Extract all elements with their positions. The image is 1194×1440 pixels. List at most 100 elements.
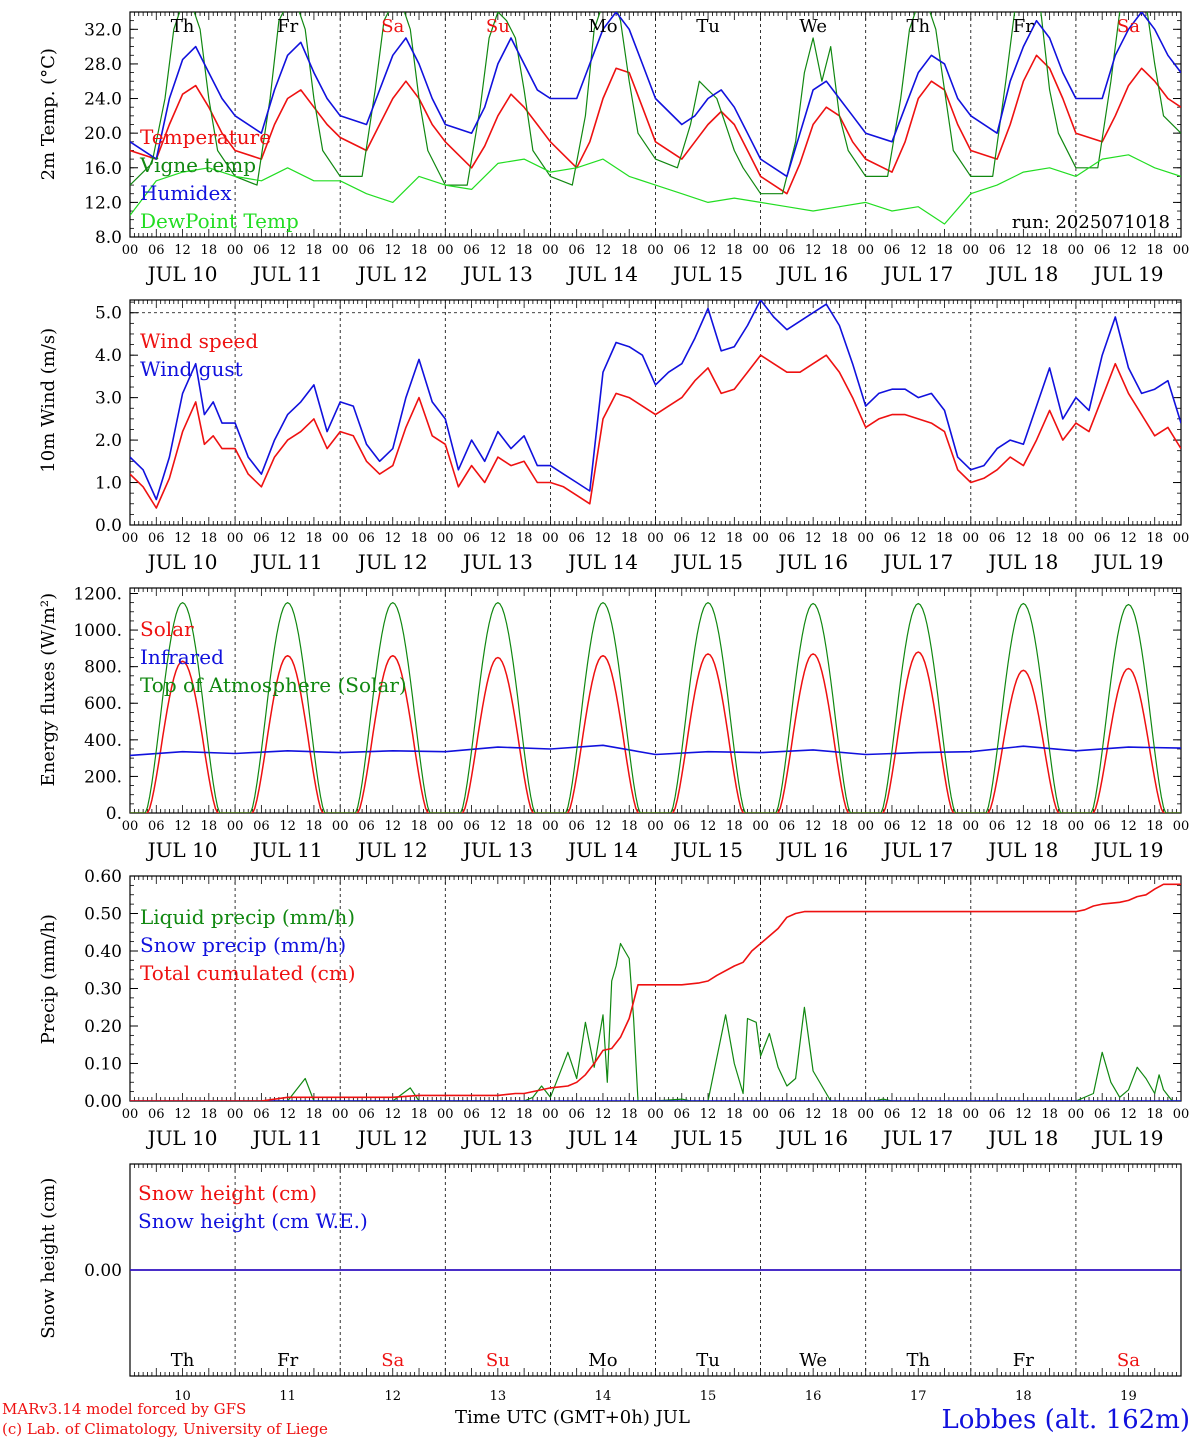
date-label: JUL 17 [881,550,953,574]
y-axis-label: Snow height (cm) [38,1178,59,1339]
date-label: JUL 16 [776,838,848,862]
hour-label: 00 [963,819,980,834]
hour-label: 00 [857,531,874,546]
y-tick-label: 0. [106,804,122,824]
hour-label: 00 [332,819,349,834]
hour-label: 00 [542,819,559,834]
day-number: 19 [1120,1389,1137,1404]
date-label: JUL 15 [671,262,743,286]
y-tick-label: 4.0 [95,346,122,366]
hour-label: 00 [752,531,769,546]
hour-label: 06 [358,531,375,546]
hour-label: 12 [279,819,296,834]
hour-label: 06 [779,531,796,546]
hour-label: 06 [358,1107,375,1122]
hour-label: 06 [989,1107,1006,1122]
date-label: JUL 10 [146,838,218,862]
hour-label: 06 [463,243,480,258]
hour-label: 18 [936,1107,953,1122]
date-label: JUL 13 [461,838,533,862]
hour-label: 12 [1015,1107,1032,1122]
hour-label: 18 [726,531,743,546]
date-label: JUL 14 [566,262,638,286]
y-tick-label: 1000. [73,621,122,641]
y-tick-label: 3.0 [95,389,122,409]
hour-label: 12 [279,531,296,546]
y-tick-label: 8.0 [95,228,122,248]
hour-label: 00 [1068,243,1085,258]
day-number: 10 [174,1389,191,1404]
weekday-label: Sa [1117,16,1140,37]
date-label: JUL 11 [251,550,323,574]
hour-label: 00 [437,531,454,546]
hour-label: 00 [122,243,139,258]
hour-label: 18 [411,819,428,834]
y-tick-label: 0.0 [95,516,122,536]
hour-label: 18 [516,1107,533,1122]
hour-label: 18 [831,531,848,546]
date-label: JUL 18 [986,262,1058,286]
y-tick-label: 0.60 [84,867,122,887]
hour-label: 06 [148,243,165,258]
hour-label: 12 [490,531,507,546]
hour-label: 00 [542,1107,559,1122]
hour-label: 12 [595,1107,612,1122]
hour-label: 18 [831,819,848,834]
hour-label: 18 [411,243,428,258]
legend-entry: Snow height (cm) [138,1181,317,1205]
hour-label: 12 [910,531,927,546]
hour-label: 18 [1041,243,1058,258]
hour-label: 00 [752,1107,769,1122]
panel-frame [129,299,1182,526]
hour-label: 00 [437,819,454,834]
hour-label: 12 [1015,819,1032,834]
hour-label: 12 [595,819,612,834]
day-number: 13 [490,1389,507,1404]
series-line [130,601,1181,813]
date-label: JUL 17 [881,838,953,862]
series-line [130,651,1181,813]
hour-label: 18 [411,531,428,546]
hour-label: 00 [752,243,769,258]
series-line [130,54,1181,195]
y-tick-label: 5.0 [95,304,122,324]
hour-label: 06 [568,819,585,834]
hour-label: 00 [437,243,454,258]
legend-entry: Wind speed [140,329,258,353]
hour-label: 12 [490,819,507,834]
y-tick-label: 24.0 [84,90,122,110]
hour-label: 06 [674,819,691,834]
hour-label: 00 [1068,531,1085,546]
hour-label: 12 [805,531,822,546]
hour-label: 00 [647,531,664,546]
hour-label: 00 [647,1107,664,1122]
date-label: JUL 11 [251,1126,323,1150]
hour-label: 12 [174,1107,191,1122]
hour-label: 12 [279,1107,296,1122]
hour-label: 00 [332,1107,349,1122]
date-label: JUL 14 [566,550,638,574]
hour-label: 18 [201,531,218,546]
hour-label: 12 [595,531,612,546]
y-axis-label: 10m Wind (m/s) [38,328,59,473]
hour-label: 00 [437,1107,454,1122]
hour-label: 18 [621,819,638,834]
hour-label: 00 [1173,243,1190,258]
hour-label: 18 [1146,531,1163,546]
weekday-label: Th [171,16,195,37]
legend-entry: Solar [140,617,194,641]
date-label: JUL 12 [356,838,428,862]
day-number: 12 [384,1389,401,1404]
hour-label: 00 [1173,531,1190,546]
hour-label: 18 [621,243,638,258]
y-tick-label: 0.20 [84,1017,122,1037]
y-tick-label: 32.0 [84,20,122,40]
weekday-label: Fr [277,1350,298,1371]
weekday-label: Sa [381,16,404,37]
date-label: JUL 17 [881,262,953,286]
hour-label: 12 [805,819,822,834]
hour-label: 00 [227,819,244,834]
hour-label: 18 [201,1107,218,1122]
series-line [130,744,1181,757]
weekday-label: Fr [277,16,298,37]
